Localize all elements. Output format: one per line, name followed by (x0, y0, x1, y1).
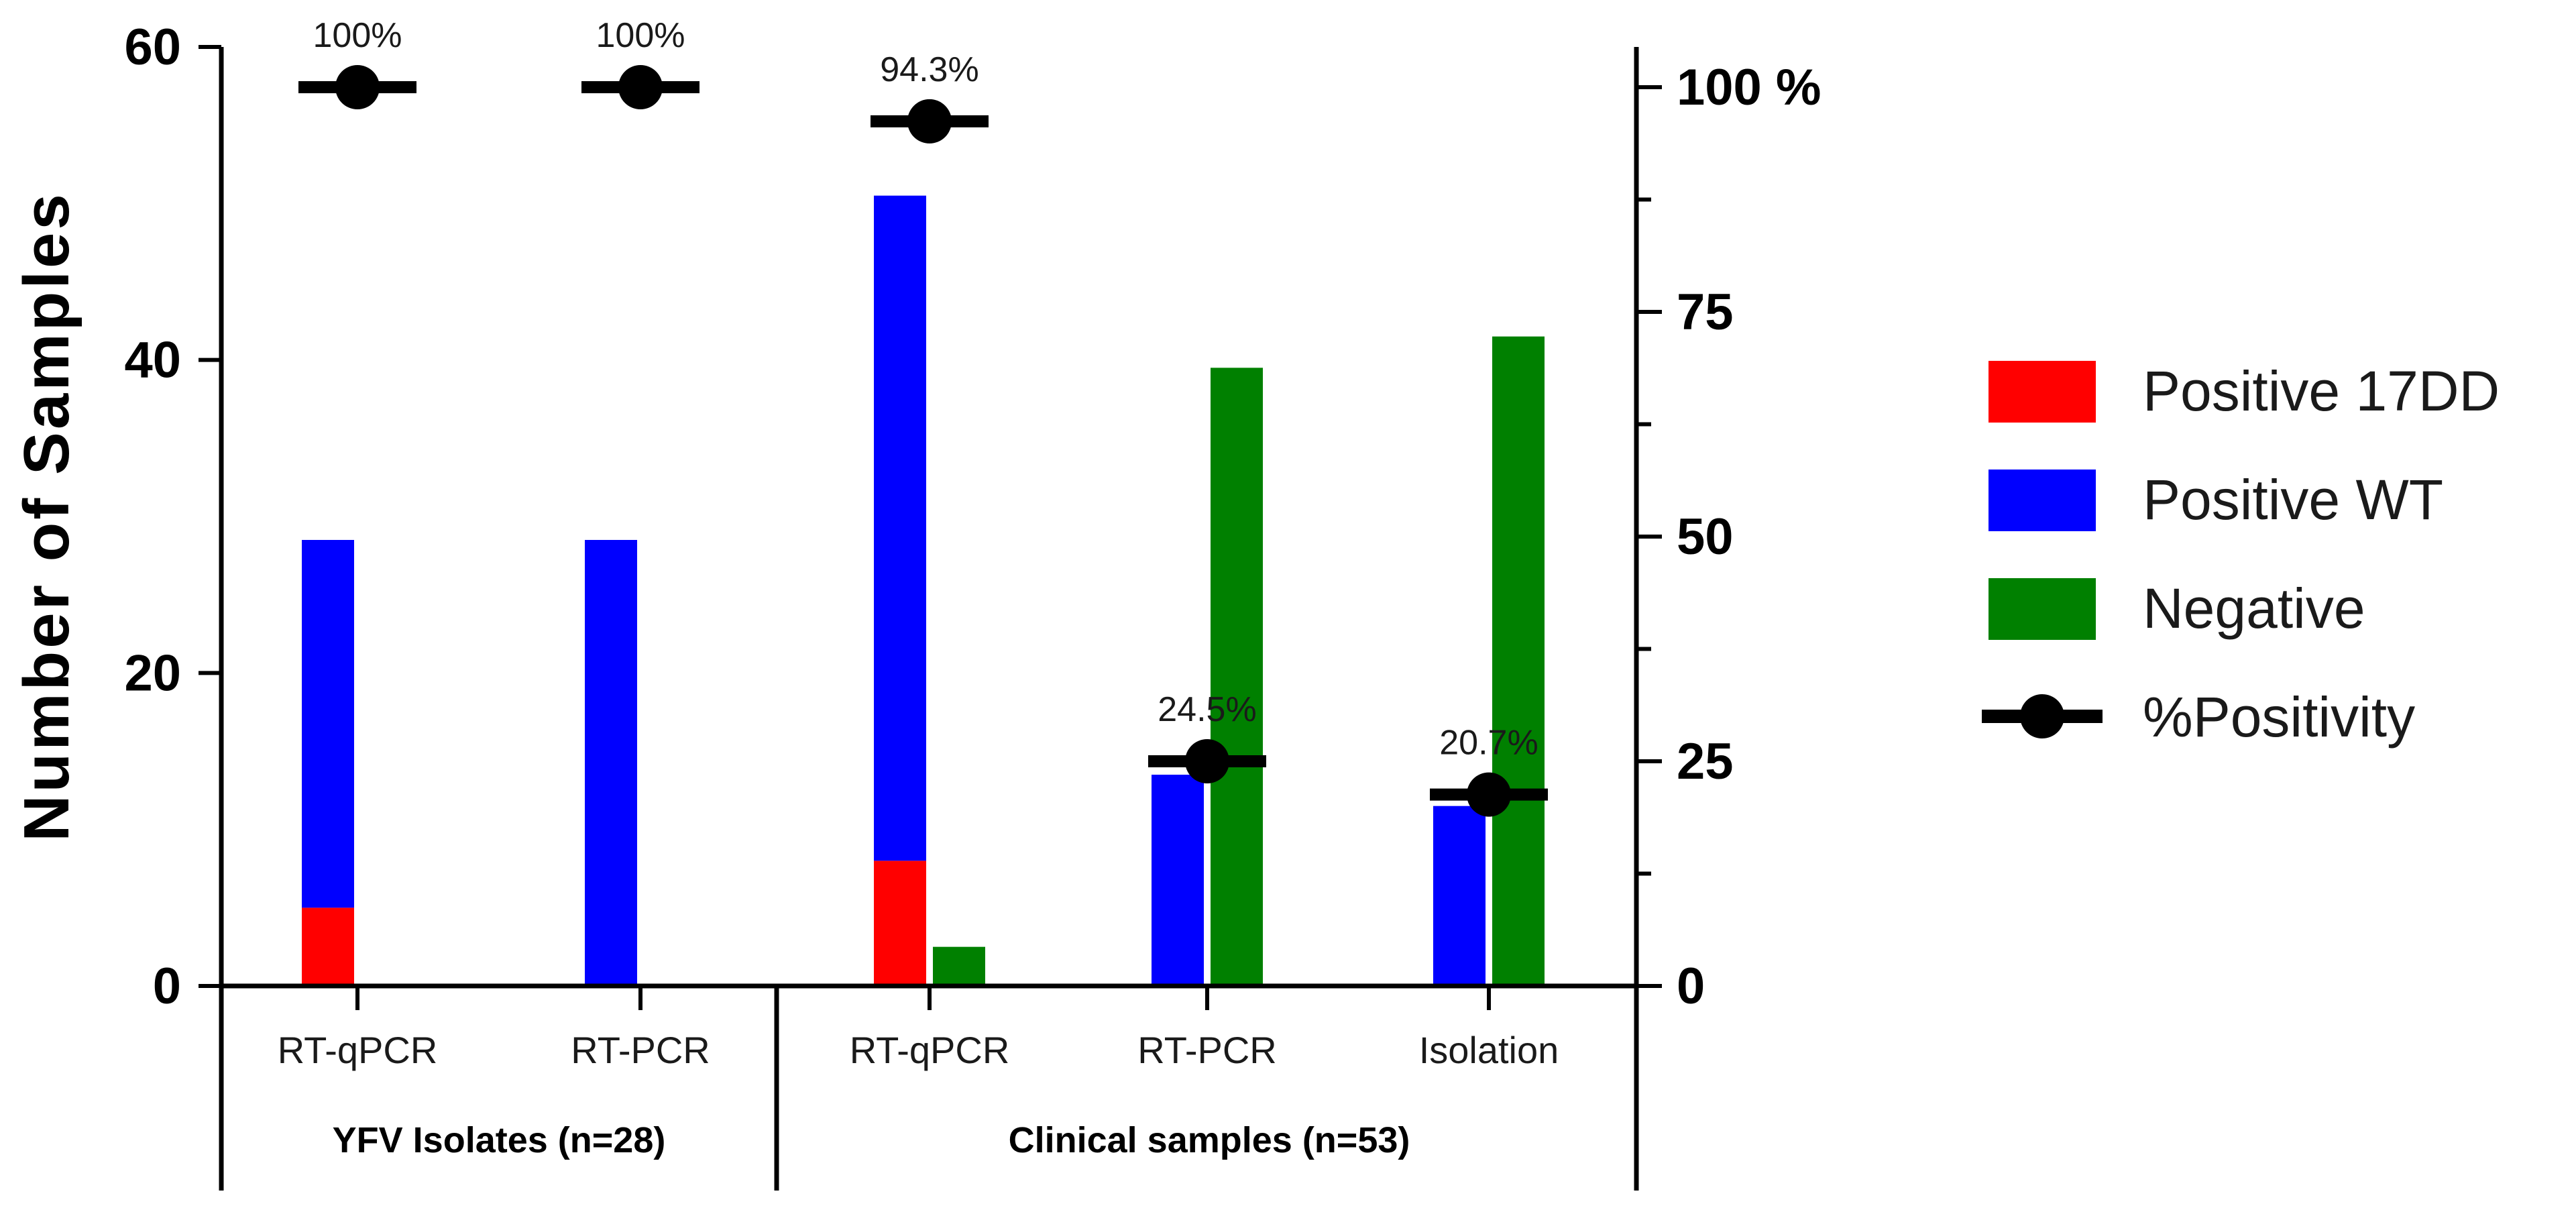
y-tick-label-right: 75 (1677, 284, 1734, 341)
positivity-marker (1185, 739, 1229, 783)
bar-positive-wt (1433, 806, 1486, 986)
legend-label-positive-wt: Positive WT (2143, 468, 2443, 531)
legend-label-positive-17dd: Positive 17DD (2143, 360, 2500, 423)
x-tick-label: RT-PCR (571, 1029, 710, 1071)
bar-positive-wt (585, 540, 637, 986)
positivity-label: 94.3% (880, 50, 978, 89)
bar-positive-wt (874, 195, 926, 861)
positivity-label: 100% (596, 16, 685, 55)
y-tick-label-left: 0 (153, 958, 181, 1015)
bar-positive-17dd (874, 861, 926, 986)
x-tick-label: RT-qPCR (850, 1029, 1010, 1071)
bar-negative (1492, 336, 1545, 987)
y-tick-label-left: 40 (124, 332, 181, 389)
positivity-marker (335, 65, 380, 109)
y-tick-label-right: 0 (1677, 958, 1705, 1015)
y-tick-label-right: 25 (1677, 733, 1734, 790)
bar-negative (933, 946, 985, 986)
positivity-marker (1467, 772, 1511, 817)
bar-positive-17dd (302, 907, 354, 986)
positivity-layer: 100% 100% 94.3% 24.5% 20.7% (298, 16, 1548, 817)
legend-swatch-positive-wt (1989, 470, 2096, 531)
positivity-label: 24.5% (1158, 690, 1256, 729)
legend-label-negative: Negative (2143, 577, 2365, 640)
legend-swatch-positive-17dd (1989, 361, 2096, 423)
x-tick-label: RT-qPCR (278, 1029, 438, 1071)
legend-swatch-negative (1989, 578, 2096, 640)
group-label: Clinical samples (n=53) (1009, 1120, 1410, 1160)
bars-layer (302, 195, 1545, 987)
group-label: YFV Isolates (n=28) (333, 1120, 666, 1160)
legend: Positive 17DD Positive WT Negative %Posi… (1982, 360, 2500, 749)
axes-layer: 0 20 40 60 0 25 50 75 100 % Number of Samples RT-q… (11, 19, 1822, 1191)
x-tick-label: Isolation (1419, 1029, 1559, 1071)
bar-positive-wt (302, 540, 354, 908)
bar-positive-wt (1152, 775, 1204, 986)
legend-label-positivity: %Positivity (2143, 685, 2415, 749)
y-tick-label-right: 100 % (1677, 59, 1822, 116)
y-axis-title: Number of Samples (11, 191, 82, 842)
positivity-label: 20.7% (1439, 724, 1538, 763)
x-tick-label: RT-PCR (1137, 1029, 1276, 1071)
y-tick-label-left: 20 (124, 645, 181, 702)
bar-negative (1211, 368, 1263, 986)
positivity-marker (907, 99, 952, 144)
legend-marker-positivity (2020, 694, 2064, 738)
y-tick-label-left: 60 (124, 19, 181, 76)
positivity-marker (618, 65, 663, 109)
positivity-label: 100% (313, 16, 402, 55)
y-tick-label-right: 50 (1677, 508, 1734, 565)
